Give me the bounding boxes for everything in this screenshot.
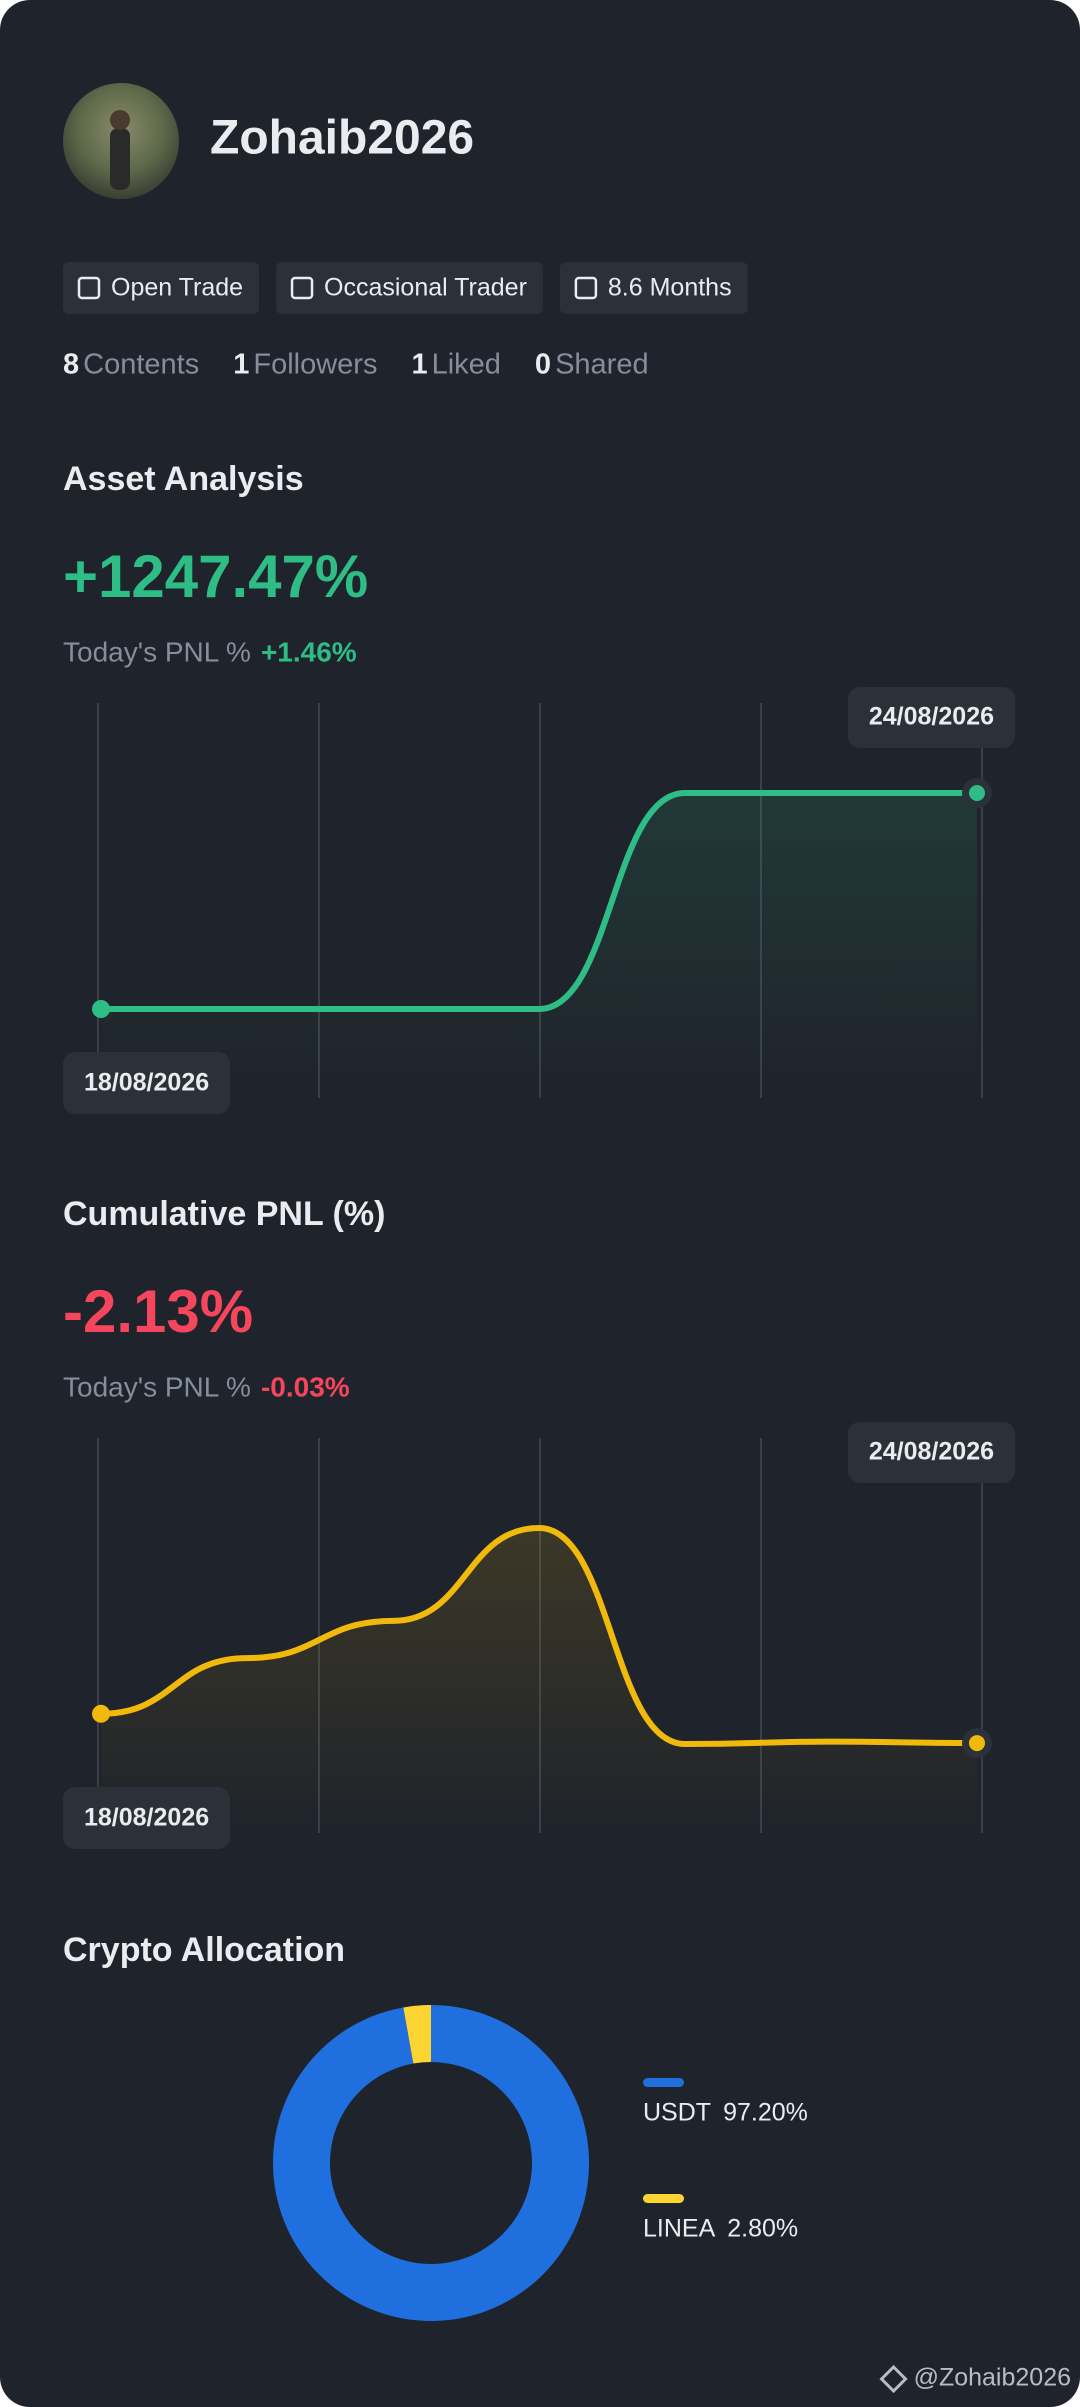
start-point — [92, 1000, 110, 1018]
section-title: Crypto Allocation — [63, 1931, 345, 1969]
watermark-logo — [879, 2364, 908, 2394]
tag[interactable] — [276, 262, 543, 314]
tag-icon — [77, 276, 101, 300]
tag-icon — [574, 276, 598, 300]
avatar-head — [110, 110, 130, 130]
stat-count: 1 — [233, 349, 249, 381]
stat-label: Shared — [555, 349, 649, 381]
tag[interactable] — [559, 262, 748, 314]
stat-label: Liked — [432, 349, 501, 381]
legend-value: 97.20% — [723, 2099, 808, 2127]
username: Zohaib2026 — [210, 112, 474, 165]
section-title: Cumulative PNL (%) — [63, 1195, 385, 1233]
pnl-value: +1.46% — [261, 636, 357, 667]
pnl-label: Today's PNL % — [63, 1371, 251, 1402]
pnl-value: -0.03% — [261, 1371, 350, 1402]
legend-name: LINEA — [643, 2215, 716, 2243]
donut-slice — [273, 2005, 590, 2321]
line-area — [101, 793, 977, 1098]
donut-slice — [403, 2005, 431, 2064]
tag-label: Occasional Trader — [324, 274, 527, 302]
stat-count: 8 — [63, 349, 79, 381]
legend-name: USDT — [643, 2099, 711, 2127]
section-title: Asset Analysis — [63, 460, 304, 498]
date-label: 18/08/2026 — [84, 1069, 209, 1097]
tag-label: 8.6 Months — [608, 274, 732, 302]
date-badge — [63, 1787, 231, 1849]
date-badge — [63, 1052, 231, 1114]
legend-value: 2.80% — [727, 2215, 798, 2243]
date-label: 24/08/2026 — [869, 703, 994, 731]
legend-swatch — [643, 2194, 684, 2203]
line-area — [101, 1528, 977, 1833]
end-point — [969, 785, 985, 801]
line — [100, 789, 977, 1013]
date-badge — [847, 687, 1015, 748]
line — [100, 1524, 978, 1748]
start-point — [92, 1704, 110, 1723]
stat-count: 0 — [535, 349, 551, 381]
headline-value: +1247.47% — [63, 543, 368, 610]
tag-label: Open Trade — [111, 274, 243, 302]
pnl-label: Today's PNL % — [63, 636, 251, 667]
legend-swatch — [643, 2078, 684, 2087]
headline-value: -2.13% — [63, 1278, 253, 1345]
end-point — [969, 1735, 985, 1752]
stat-count: 1 — [411, 349, 427, 381]
watermark: @Zohaib2026 — [914, 2364, 1071, 2392]
date-badge — [847, 1422, 1015, 1483]
tag-icon — [290, 276, 314, 300]
date-label: 18/08/2026 — [84, 1804, 209, 1832]
stat-label: Followers — [253, 349, 377, 381]
avatar-figure — [110, 128, 130, 190]
tag[interactable] — [63, 262, 260, 314]
date-label: 24/08/2026 — [869, 1438, 994, 1466]
stat-label: Contents — [83, 349, 199, 381]
